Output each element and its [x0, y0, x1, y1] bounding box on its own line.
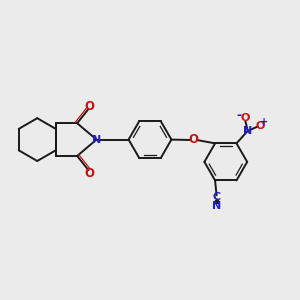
Text: -: -: [236, 109, 242, 122]
Text: O: O: [256, 121, 265, 130]
Text: N: N: [92, 135, 101, 145]
Text: O: O: [241, 113, 250, 123]
Text: O: O: [188, 134, 198, 146]
Text: O: O: [85, 167, 95, 180]
Text: N: N: [212, 201, 221, 211]
Text: N: N: [243, 126, 252, 136]
Text: O: O: [85, 100, 95, 112]
Text: +: +: [260, 117, 268, 127]
Text: C: C: [212, 192, 220, 202]
